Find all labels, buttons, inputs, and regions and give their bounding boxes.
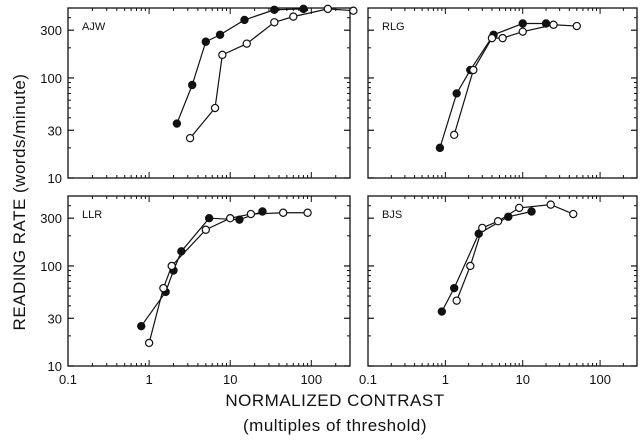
filled-series-line — [176, 8, 304, 124]
open-data-point — [349, 6, 358, 15]
open-data-point — [493, 216, 503, 226]
open-series-line — [453, 24, 577, 136]
x-tick-label: 10 — [223, 372, 237, 387]
panel-ajw: AJW 10 30 100 300 — [40, 4, 358, 186]
filled-data-point — [215, 30, 225, 39]
open-data-point — [210, 103, 220, 113]
open-data-point — [144, 338, 154, 348]
filled-data-point — [137, 321, 146, 331]
open-data-point — [323, 4, 333, 14]
x-axis-sublabel: (multiples of threshold) — [243, 416, 427, 435]
open-data-point — [278, 208, 288, 217]
panel-label: AJW — [82, 21, 106, 33]
open-data-point — [518, 27, 527, 36]
open-data-point — [185, 133, 195, 143]
y-tick-label: 300 — [40, 211, 62, 226]
open-data-point — [226, 213, 235, 223]
open-data-point — [469, 65, 478, 75]
open-data-point — [549, 20, 558, 29]
open-data-point — [159, 283, 168, 293]
filled-data-point — [435, 143, 445, 153]
x-tick-label: 10 — [515, 372, 529, 387]
filled-data-point — [188, 80, 197, 90]
open-data-point — [466, 261, 475, 271]
panel-label: LLR — [82, 209, 102, 221]
open-data-point — [487, 33, 497, 43]
open-data-point — [569, 209, 578, 219]
filled-data-point — [527, 207, 536, 216]
open-data-point — [546, 200, 555, 209]
panel-frame — [367, 7, 638, 179]
open-series-line — [189, 8, 354, 139]
x-tick-label: 100 — [589, 372, 611, 387]
open-data-point — [514, 203, 524, 213]
x-tick-label: 1 — [442, 372, 449, 387]
x-tick-label: 100 — [300, 372, 322, 387]
open-data-point — [303, 208, 312, 217]
x-tick-label: 0.1 — [59, 372, 77, 387]
open-data-point — [452, 296, 461, 305]
panel-label: BJS — [382, 209, 402, 221]
filled-data-point — [240, 15, 249, 25]
panel-frame — [367, 195, 638, 367]
y-tick-label: 100 — [40, 71, 62, 86]
y-tick-label: 30 — [48, 123, 62, 138]
open-series-line — [456, 204, 574, 301]
open-data-point — [167, 261, 176, 271]
panel-label: RLG — [382, 21, 405, 33]
open-data-point — [449, 130, 459, 140]
filled-data-point — [518, 19, 527, 28]
panel-frame — [67, 7, 351, 179]
filled-data-point — [172, 119, 182, 128]
panel-rlg: RLG — [367, 7, 638, 179]
filled-data-point — [270, 5, 279, 14]
x-tick-label: 0.1 — [359, 372, 377, 387]
filled-data-point — [437, 307, 447, 316]
open-data-point — [242, 39, 251, 48]
panel-llr: LLR 10 30 100 300 0.1 1 10 100 — [40, 195, 351, 387]
filled-data-point — [201, 37, 210, 46]
x-axis-label: NORMALIZED CONTRAST — [225, 391, 444, 410]
y-axis-label: READING RATE (words/minute) — [10, 74, 29, 331]
open-data-point — [218, 50, 227, 60]
open-data-point — [201, 225, 210, 234]
filled-data-point — [449, 283, 459, 293]
panel-bjs: BJS 0.1 1 10 100 — [359, 195, 638, 387]
open-data-point — [246, 209, 256, 219]
open-data-point — [270, 18, 279, 27]
y-tick-label: 300 — [40, 23, 62, 38]
y-tick-label: 30 — [48, 311, 62, 326]
x-tick-label: 1 — [145, 372, 152, 387]
open-data-point — [572, 21, 582, 31]
y-tick-label: 10 — [48, 359, 62, 374]
open-data-point — [498, 33, 507, 43]
open-data-point — [289, 12, 298, 21]
open-series-line — [148, 212, 308, 344]
y-tick-label: 10 — [48, 171, 62, 186]
filled-data-point — [299, 4, 308, 14]
filled-data-point — [204, 213, 214, 223]
y-tick-label: 100 — [40, 259, 62, 274]
open-data-point — [478, 223, 487, 233]
filled-data-point — [452, 89, 461, 98]
